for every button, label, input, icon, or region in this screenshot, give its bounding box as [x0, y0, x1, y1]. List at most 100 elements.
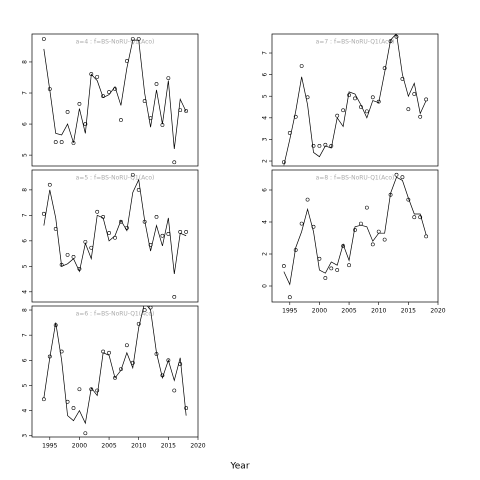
y-tick-label: 5	[262, 94, 269, 98]
fitted-line	[43, 39, 187, 149]
y-tick-label: 5	[22, 153, 29, 157]
observed-point	[364, 205, 369, 210]
observed-point	[65, 110, 70, 114]
observed-point	[323, 276, 328, 280]
observed-point	[406, 107, 411, 112]
observed-point	[89, 387, 94, 392]
observed-point	[53, 226, 58, 231]
y-tick-label: 6	[262, 73, 269, 77]
observed-point	[77, 101, 82, 106]
y-tick-label: 8	[22, 308, 29, 312]
observed-point	[154, 352, 159, 356]
x-tick-label: 2010	[371, 308, 386, 315]
y-tick-label: 7	[22, 213, 29, 217]
observed-point	[178, 362, 183, 366]
observed-point	[95, 74, 100, 79]
observed-point	[130, 360, 135, 365]
y-tick-label: 7	[262, 51, 269, 55]
x-tick-label: 2010	[131, 443, 146, 450]
panel-frame	[271, 33, 439, 167]
observed-point	[107, 350, 111, 355]
plot-area	[41, 306, 189, 436]
y-tick-label: 6	[262, 188, 269, 192]
panel-title: a=6 : f=BS-NoRU-Q1(Aco)	[76, 311, 155, 318]
observed-point	[341, 108, 346, 113]
y-tick-label: 4	[22, 409, 29, 413]
observed-point	[166, 232, 171, 236]
observed-point	[130, 172, 135, 177]
y-tick-label: 3	[22, 434, 29, 438]
observed-point	[71, 254, 76, 259]
y-tick-label: 2	[262, 159, 269, 163]
x-tick-label: 2015	[161, 443, 176, 450]
observed-point	[323, 142, 328, 147]
observed-point	[113, 87, 117, 91]
observed-point	[353, 228, 357, 232]
observed-point	[124, 59, 129, 63]
observed-point	[119, 118, 123, 122]
observed-point	[136, 321, 141, 326]
observed-point	[83, 122, 88, 126]
fitted-line	[283, 34, 427, 166]
x-tick-label: 2005	[101, 443, 116, 450]
observed-point	[418, 114, 423, 119]
observed-point	[89, 245, 94, 250]
x-tick-label: 2020	[190, 443, 205, 450]
observed-point	[311, 144, 316, 148]
y-tick-label: 4	[262, 116, 269, 120]
y-tick-label: 3	[262, 137, 269, 141]
observed-point	[382, 66, 387, 71]
observed-point	[47, 354, 52, 359]
observed-point	[77, 387, 82, 392]
observed-point	[172, 295, 177, 299]
observed-point	[335, 113, 340, 118]
panel-frame	[31, 305, 199, 438]
fitted-line	[43, 178, 187, 275]
y-tick-label: 7	[22, 91, 29, 95]
observed-point	[101, 94, 106, 99]
observed-point	[424, 234, 429, 239]
observed-point	[347, 93, 351, 98]
y-tick-label: 0	[262, 284, 269, 288]
observed-point	[65, 399, 70, 404]
panel-title: a=8 : f=BS-NoRU-Q1(Aco)	[316, 175, 395, 182]
observed-point	[329, 266, 334, 271]
observed-point	[299, 64, 304, 68]
observed-point	[83, 239, 88, 244]
observed-point	[124, 343, 129, 348]
observed-point	[418, 215, 423, 220]
observed-point	[184, 406, 189, 410]
y-tick-label: 6	[22, 122, 29, 126]
y-tick-label: 4	[22, 290, 29, 294]
observed-point	[41, 37, 46, 41]
x-axis-label: Year	[229, 462, 249, 472]
x-tick-label: 2015	[401, 308, 416, 315]
x-tick-label: 1995	[42, 443, 57, 450]
observed-point	[388, 39, 393, 44]
x-tick-label: 2000	[312, 308, 327, 315]
observed-point	[281, 160, 286, 165]
observed-point	[41, 397, 46, 402]
panel-title: a=7 : f=BS-NoRU-Q1(Aco)	[316, 39, 395, 46]
y-tick-label: 4	[262, 220, 269, 224]
panel-frame	[31, 33, 199, 167]
observed-point	[305, 95, 310, 100]
observed-point	[299, 221, 304, 226]
observed-point	[148, 116, 153, 121]
observed-point	[347, 263, 351, 268]
observed-point	[287, 295, 292, 300]
observed-point	[47, 87, 52, 91]
observed-point	[293, 248, 298, 252]
observed-point	[77, 266, 82, 271]
observed-point	[353, 96, 357, 101]
observed-point	[329, 144, 334, 148]
observed-point	[287, 131, 292, 135]
plot-area	[41, 172, 189, 299]
observed-point	[172, 388, 177, 393]
plot-area	[41, 37, 189, 165]
observed-point	[113, 376, 117, 380]
observed-point	[317, 256, 322, 261]
panel: a=4 : f=BS-NoRU-Q1(Aco) 5 6 7 8	[22, 33, 199, 167]
x-tick-label: 2000	[72, 443, 87, 450]
observed-point	[400, 77, 405, 81]
